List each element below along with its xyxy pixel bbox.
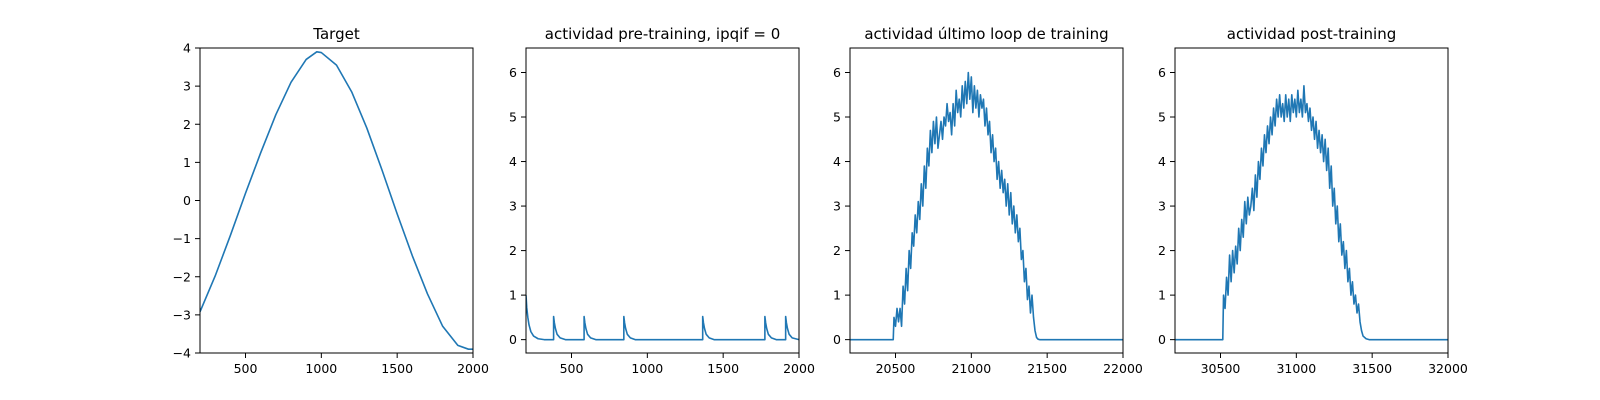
x-tick-label: 1000 [631,361,663,376]
x-tick-label: 20500 [876,361,916,376]
x-tick-label: 30500 [1201,361,1241,376]
x-tick-label: 22000 [1103,361,1143,376]
x-tick-label: 2000 [457,361,489,376]
x-tick-label: 500 [234,361,258,376]
y-tick-label: 0 [183,193,191,208]
subplot-4: 30500 31000 31500 32000 0 1 2 3 4 5 6 actividad pos… [1158,25,1468,376]
y-tick-label: 5 [509,110,517,125]
x-tick-label: 1000 [305,361,337,376]
chart-title: Target [312,25,360,43]
x-tick-label: 21500 [1027,361,1067,376]
y-tick-label: 1 [833,288,841,303]
chart-title: actividad último loop de training [864,25,1108,43]
chart-title: actividad post-training [1227,25,1396,43]
x-tick-label: 32000 [1428,361,1468,376]
y-tick-label: −2 [173,269,191,284]
y-tick-label: 3 [183,79,191,94]
plot-frame [199,47,474,354]
y-tick-label: 6 [1158,65,1166,80]
subplot-3: 20500 21000 21500 22000 0 1 2 3 4 5 6 actividad últ… [833,25,1143,376]
y-tick-label: 3 [833,199,841,214]
plot-frame [849,47,1124,354]
x-tick-label: 31500 [1352,361,1392,376]
x-tick-label: 1500 [381,361,413,376]
y-tick-label: 4 [1158,154,1166,169]
y-tick-label: 5 [833,110,841,125]
plot-frame [1174,47,1449,354]
y-tick-label: 0 [1158,332,1166,347]
y-tick-label: 2 [183,117,191,132]
x-tick-label: 1500 [707,361,739,376]
y-tick-label: 3 [509,199,517,214]
y-tick-label: 1 [183,155,191,170]
x-tick-label: 31000 [1276,361,1316,376]
x-tick-label: 21000 [951,361,991,376]
chart-title: actividad pre-training, ipqif = 0 [545,25,781,43]
y-tick-label: 4 [509,154,517,169]
x-tick-label: 500 [560,361,584,376]
x-tick-label: 2000 [783,361,815,376]
series-line-1 [1175,85,1448,341]
y-tick-label: 2 [1158,243,1166,258]
y-tick-label: 4 [183,41,191,56]
y-tick-label: 1 [509,288,517,303]
series-line-1 [850,71,1123,341]
series-line-1 [200,51,473,350]
y-tick-label: 4 [833,154,841,169]
y-tick-label: 6 [833,65,841,80]
y-tick-label: 3 [1158,199,1166,214]
y-tick-label: 0 [509,332,517,347]
y-tick-label: 2 [509,243,517,258]
y-tick-label: −1 [173,231,191,246]
subplot-2: 500 1000 1500 2000 0 1 2 3 4 5 6 actividad pre-trai… [509,25,815,376]
series-line-1 [526,295,799,341]
y-tick-label: 6 [509,65,517,80]
y-tick-label: 0 [833,332,841,347]
y-tick-label: 2 [833,243,841,258]
y-tick-label: −3 [173,307,191,322]
y-tick-label: −4 [173,346,191,361]
y-tick-label: 5 [1158,110,1166,125]
plot-frame [525,47,800,354]
subplot-1: 500 1000 1500 2000 −4 −3 −2 −1 0 1 2 3 4 Target [173,25,489,376]
y-tick-label: 1 [1158,288,1166,303]
